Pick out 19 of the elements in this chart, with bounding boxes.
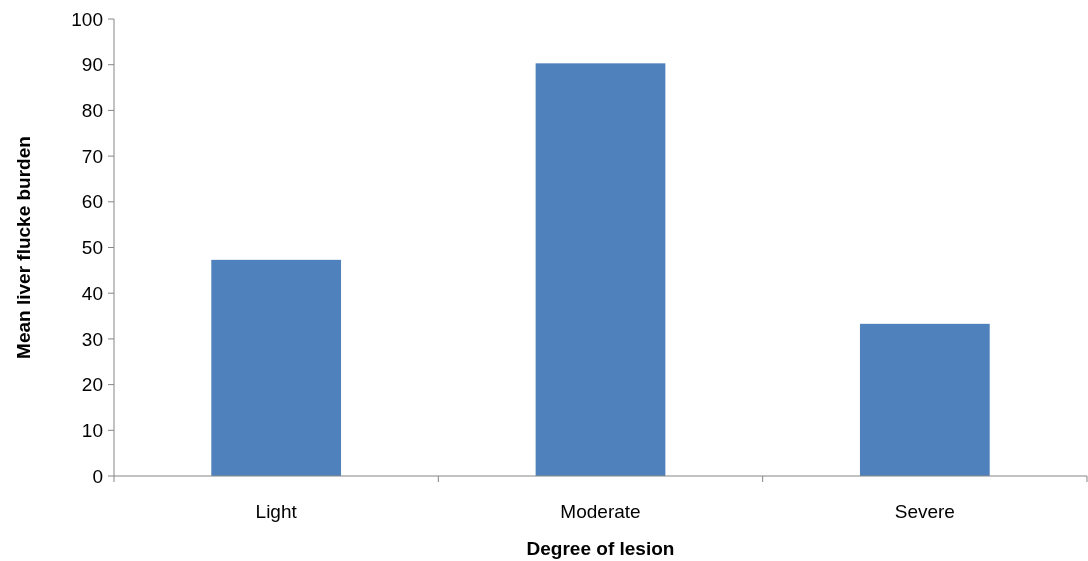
- bar: [211, 259, 342, 476]
- y-tick-label: 80: [81, 100, 103, 122]
- y-tick-label: 60: [81, 191, 103, 213]
- y-tick-label: 40: [81, 282, 103, 304]
- y-tick-label: 100: [71, 8, 103, 30]
- y-tick-label: 50: [81, 237, 103, 259]
- y-tick-label: 30: [81, 328, 103, 350]
- y-tick-label: 70: [81, 145, 103, 167]
- x-axis-title: Degree of lesion: [526, 538, 675, 559]
- x-tick-label: Moderate: [560, 501, 641, 522]
- y-tick-label: 90: [81, 54, 103, 76]
- x-tick-label: Severe: [894, 501, 955, 522]
- bar: [859, 323, 990, 476]
- bar: [535, 63, 666, 476]
- y-tick-label: 20: [81, 374, 103, 396]
- y-axis-title: Mean liver flucke burden: [13, 136, 34, 359]
- x-tick-label: Light: [255, 501, 298, 522]
- y-tick-label: 10: [81, 419, 103, 441]
- y-tick-label: 0: [92, 465, 103, 487]
